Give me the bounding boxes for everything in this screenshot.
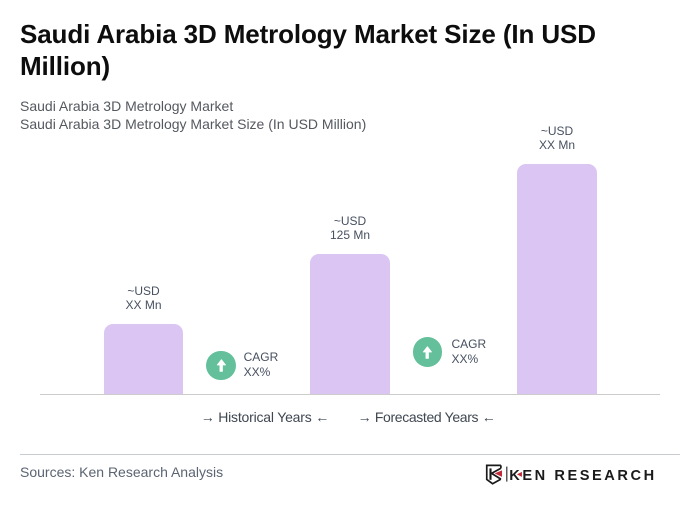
svg-text:KEN RESEARCH: KEN RESEARCH (509, 468, 656, 484)
